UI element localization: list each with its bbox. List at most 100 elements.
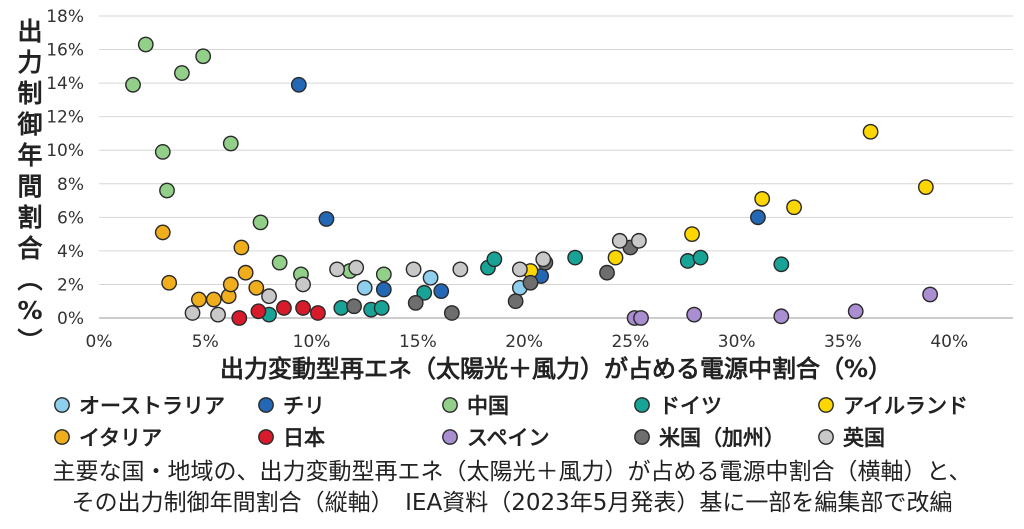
data-point: スペイン (28, 0.2) bbox=[686, 306, 703, 323]
data-point: チリ (31, 6) bbox=[750, 209, 766, 226]
y-tick-label: 14% bbox=[46, 74, 84, 94]
legend-item: アイルランド bbox=[818, 394, 968, 418]
legend-label: オーストラリア bbox=[79, 394, 225, 418]
x-axis-label: 出力変動型再エネ（太陽光＋風力）が占める電源中割合（%） bbox=[220, 355, 892, 383]
data-point: 英国 (12.1, 3) bbox=[348, 259, 365, 276]
legend-item: ドイツ bbox=[634, 394, 722, 418]
series-group: スペイン (25.2, 0)スペイン (25.5, 0)スペイン (28, 0.… bbox=[626, 286, 939, 326]
y-tick-label: 12% bbox=[46, 108, 84, 128]
x-tick-label: 10% bbox=[293, 332, 331, 352]
y-axis-label-char: 御 bbox=[16, 110, 42, 139]
data-point: チリ (9.4, 13.9) bbox=[290, 76, 307, 93]
data-point: スペイン (35.6, 0.4) bbox=[847, 303, 864, 320]
y-tick-label: 16% bbox=[46, 41, 84, 61]
series-group: 日本 (6.6, 0)日本 (7.5, 0.4)日本 (8.7, 0.6)日本 … bbox=[231, 300, 326, 326]
data-point: 英国 (9.6, 2) bbox=[295, 276, 311, 293]
data-point: 中国 (6.2, 10.4) bbox=[222, 135, 239, 152]
y-tick-label: 0% bbox=[57, 309, 84, 329]
legend-label: ドイツ bbox=[659, 394, 722, 418]
caption-line-1: 主要な国・地域の、出力変動型再エネ（太陽光＋風力）が占める電源中割合（横軸）と、 bbox=[52, 459, 971, 485]
y-axis-label-char: ︶ bbox=[17, 327, 42, 356]
data-point: イタリア (6.7, 4.2) bbox=[233, 239, 250, 256]
data-point: ドイツ (18.6, 3.5) bbox=[486, 251, 503, 268]
y-tick-label: 2% bbox=[57, 275, 84, 295]
data-point: イタリア (4.7, 1.1) bbox=[191, 291, 207, 308]
y-axis-label-char: 出 bbox=[17, 17, 42, 46]
y-axis-label-char: 合 bbox=[17, 234, 43, 263]
data-point: イタリア (3, 5.1) bbox=[154, 224, 171, 241]
y-tick-label: 4% bbox=[57, 242, 84, 262]
data-point: イタリア (5.4, 1.1) bbox=[205, 291, 222, 308]
data-point: 米国（加州） (20.3, 2.1) bbox=[522, 274, 539, 291]
data-point: 米国（加州） (16.6, 0.3) bbox=[443, 305, 460, 321]
legend-marker bbox=[442, 397, 458, 413]
data-point: 中国 (4.9, 15.6) bbox=[195, 48, 212, 65]
legend-label: アイルランド bbox=[843, 394, 968, 418]
data-point: アイルランド (38.9, 7.8) bbox=[917, 179, 934, 196]
legend-label: 英国 bbox=[843, 426, 885, 450]
legend-marker bbox=[634, 429, 650, 445]
data-point: 中国 (2.2, 16.3) bbox=[137, 36, 154, 53]
legend-label: イタリア bbox=[79, 426, 162, 450]
x-tick-label: 20% bbox=[505, 332, 543, 352]
data-point: イタリア (6.9, 2.7) bbox=[237, 264, 254, 281]
legend-item: オーストラリア bbox=[54, 394, 225, 418]
y-tick-label: 6% bbox=[57, 208, 84, 228]
data-point: 英国 (8, 1.3) bbox=[261, 288, 277, 305]
data-point: 英国 (19.8, 2.9) bbox=[511, 261, 528, 278]
data-point: オーストラリア (12.5, 1.8) bbox=[356, 279, 373, 296]
caption-line-2: その出力制御年間割合（縦軸） IEA資料（2023年5月発表）基に一部を編集部で… bbox=[72, 490, 953, 516]
legend-marker bbox=[54, 429, 70, 445]
x-tick-label: 25% bbox=[611, 332, 649, 352]
data-point: 中国 (8.5, 3.3) bbox=[271, 254, 288, 271]
data-point: アイルランド (36.3, 11.1) bbox=[862, 123, 879, 140]
data-point: 日本 (6.6, 0) bbox=[231, 310, 248, 326]
data-point: 米国（加州） (12, 0.7) bbox=[346, 298, 362, 315]
data-point: 中国 (3.9, 14.6) bbox=[173, 65, 190, 81]
y-axis-label-char: ︵ bbox=[17, 265, 42, 294]
legend-label: 中国 bbox=[467, 394, 509, 418]
data-point: 英国 (17, 2.9) bbox=[452, 261, 469, 278]
data-point: 英国 (5.6, 0.2) bbox=[210, 306, 226, 323]
data-point: 中国 (13.4, 2.6) bbox=[375, 266, 392, 283]
legend-label: 米国（加州） bbox=[659, 426, 785, 450]
legend-item: 英国 bbox=[818, 426, 885, 450]
data-point: 英国 (20.9, 3.5) bbox=[535, 251, 552, 268]
y-axis-label: 出力制御年間割合︵% ︶ bbox=[16, 17, 43, 356]
data-point: ドイツ (32.1, 3.2) bbox=[773, 256, 790, 273]
data-point: 英国 (11.2, 2.9) bbox=[329, 261, 345, 278]
legend-label: 日本 bbox=[283, 426, 325, 450]
y-axis-label-char: 割 bbox=[17, 203, 42, 232]
y-axis-label-char: % bbox=[17, 296, 42, 325]
y-axis-label-char: 年 bbox=[17, 141, 42, 170]
y-tick-label: 10% bbox=[46, 141, 84, 161]
data-point: 日本 (7.5, 0.4) bbox=[250, 303, 267, 320]
data-point: 英国 (24.5, 4.6) bbox=[611, 232, 628, 249]
data-point: アイルランド (31.2, 7.1) bbox=[754, 190, 771, 207]
series-group: ドイツ (8, 0.2)ドイツ (11.4, 0.6)ドイツ (12.8, 0.… bbox=[261, 249, 790, 323]
data-point: 米国（加州） (14.9, 0.9) bbox=[407, 294, 424, 311]
legend-marker bbox=[258, 397, 274, 413]
data-point: 中国 (1.6, 13.9) bbox=[125, 76, 141, 93]
data-point: 中国 (3.2, 7.6) bbox=[159, 182, 175, 199]
legend-item: 中国 bbox=[442, 394, 509, 418]
data-point: アイルランド (32.7, 6.6) bbox=[786, 199, 802, 216]
series-group: イタリア (3, 5.1) イタリア (3.3, 2.1) イタリア (4.7, 1… bbox=[154, 224, 265, 308]
x-tick-label: 0% bbox=[86, 332, 113, 352]
data-point: ドイツ (22.4, 3.6) bbox=[567, 249, 584, 266]
data-point: イタリア (3.3, 2.1) bbox=[161, 274, 178, 291]
data-point: 英国 (4.4, 0.3) bbox=[184, 305, 201, 321]
data-point: アイルランド (27.9, 5) bbox=[684, 226, 700, 243]
y-axis-label-char: 制 bbox=[17, 79, 42, 108]
y-tick-label: 8% bbox=[57, 175, 84, 195]
legend-marker bbox=[258, 429, 274, 445]
legend-label: チリ bbox=[283, 394, 325, 418]
data-point: 日本 (9.6, 0.6) bbox=[295, 300, 311, 316]
data-point: 中国 (7.6, 5.7) bbox=[252, 214, 269, 231]
x-tick-label: 30% bbox=[718, 332, 756, 352]
data-point: オーストラリア (15.6, 2.4) bbox=[422, 269, 439, 286]
y-tick-label: 18% bbox=[46, 7, 84, 27]
series-group: オーストラリア (12.5, 1.8)オーストラリア (15.6, 2.4)オー… bbox=[356, 269, 528, 296]
